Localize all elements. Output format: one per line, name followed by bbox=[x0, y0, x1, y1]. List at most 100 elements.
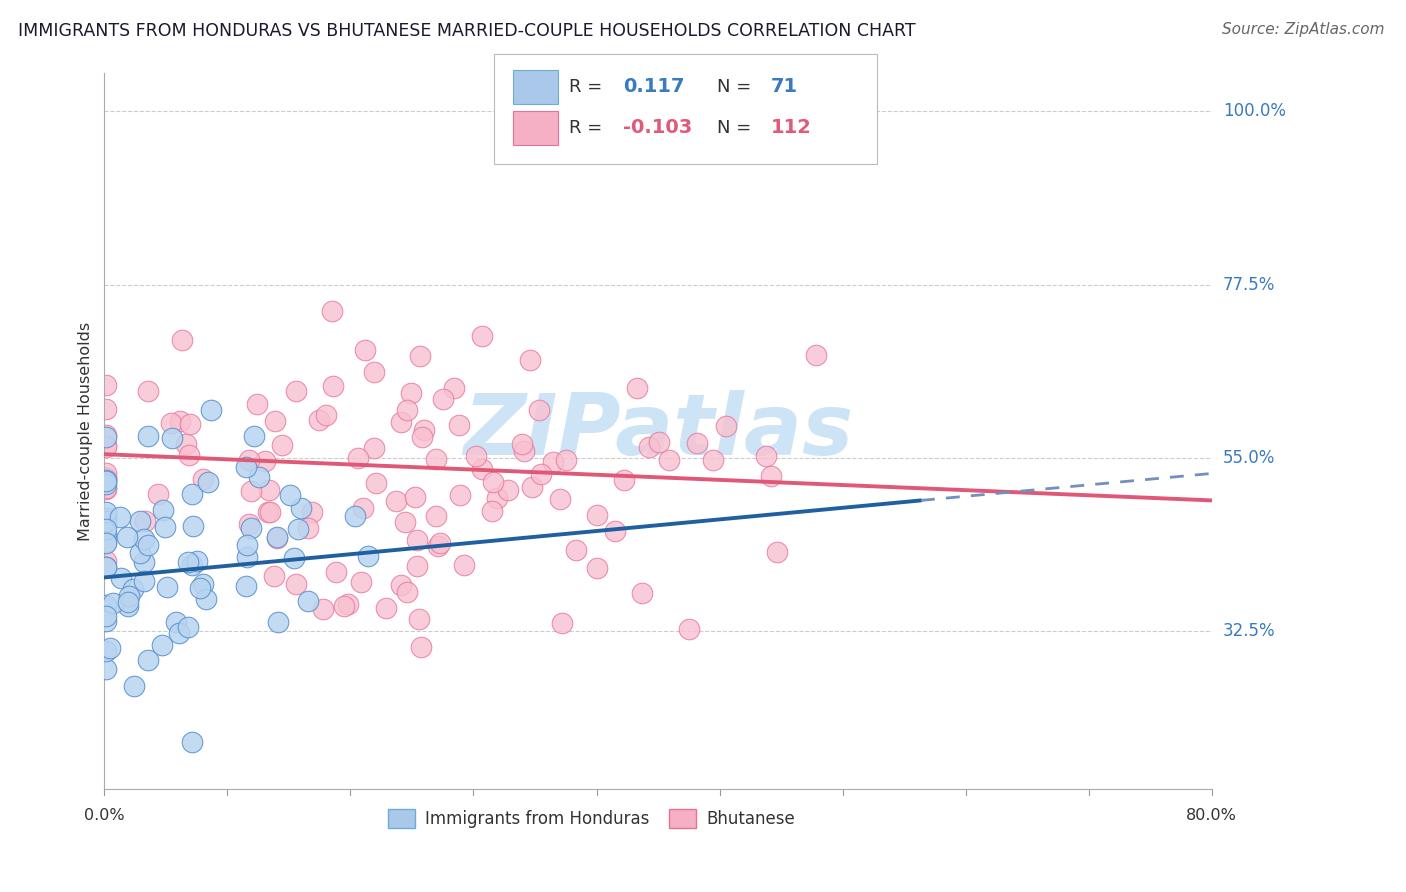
Point bbox=[200, 403, 222, 417]
Text: 55.0%: 55.0% bbox=[1223, 449, 1275, 467]
Point bbox=[240, 484, 263, 499]
Point bbox=[122, 680, 145, 694]
Point bbox=[94, 522, 117, 536]
Point bbox=[188, 581, 211, 595]
Point bbox=[389, 415, 412, 429]
Text: -0.103: -0.103 bbox=[623, 118, 692, 137]
Point bbox=[94, 441, 117, 455]
Point bbox=[136, 384, 159, 398]
Point bbox=[409, 349, 432, 363]
Point bbox=[290, 500, 312, 515]
Point bbox=[404, 490, 426, 504]
Point bbox=[266, 530, 288, 544]
Point bbox=[412, 423, 434, 437]
Point bbox=[94, 560, 117, 574]
Text: 0.0%: 0.0% bbox=[84, 808, 125, 823]
Point bbox=[94, 662, 117, 676]
Point bbox=[519, 352, 541, 367]
Point bbox=[350, 575, 373, 590]
Point bbox=[638, 440, 661, 454]
Point bbox=[94, 560, 117, 574]
Point bbox=[94, 535, 117, 549]
Point bbox=[238, 517, 260, 532]
Point bbox=[266, 532, 288, 546]
Point bbox=[181, 558, 204, 572]
Point bbox=[702, 453, 724, 467]
Text: 32.5%: 32.5% bbox=[1223, 623, 1275, 640]
Point bbox=[375, 600, 398, 615]
Point bbox=[408, 612, 430, 626]
Point bbox=[315, 408, 337, 422]
Point bbox=[485, 491, 508, 505]
Point bbox=[363, 365, 385, 379]
Point bbox=[181, 519, 204, 533]
Point bbox=[238, 452, 260, 467]
Point bbox=[146, 486, 169, 500]
Point bbox=[152, 502, 174, 516]
Point bbox=[181, 735, 204, 749]
Point bbox=[181, 486, 204, 500]
Point bbox=[363, 441, 385, 455]
Point bbox=[806, 348, 828, 362]
Point bbox=[321, 303, 343, 318]
Point bbox=[301, 505, 323, 519]
Point bbox=[648, 435, 671, 450]
Point bbox=[186, 553, 208, 567]
Point bbox=[132, 556, 155, 570]
Point bbox=[405, 533, 427, 548]
Text: IMMIGRANTS FROM HONDURAS VS BHUTANESE MARRIED-COUPLE HOUSEHOLDS CORRELATION CHAR: IMMIGRANTS FROM HONDURAS VS BHUTANESE MA… bbox=[18, 22, 915, 40]
Point bbox=[167, 625, 190, 640]
Point bbox=[343, 508, 366, 523]
Point bbox=[395, 402, 418, 417]
Point bbox=[409, 640, 432, 655]
Point bbox=[117, 595, 139, 609]
Point bbox=[321, 378, 343, 392]
Point bbox=[586, 508, 609, 522]
Point bbox=[336, 597, 359, 611]
Point bbox=[513, 443, 536, 458]
Point bbox=[686, 436, 709, 450]
Point bbox=[626, 381, 648, 395]
Point bbox=[193, 472, 215, 486]
Point bbox=[101, 596, 124, 610]
Point bbox=[471, 462, 494, 476]
Point bbox=[385, 494, 408, 508]
Point bbox=[156, 580, 179, 594]
Point bbox=[453, 558, 475, 572]
Point bbox=[464, 449, 486, 463]
Point bbox=[118, 589, 141, 603]
Text: 71: 71 bbox=[770, 77, 797, 96]
Text: 0.117: 0.117 bbox=[623, 77, 685, 96]
Point bbox=[550, 491, 572, 506]
Point bbox=[283, 550, 305, 565]
Point bbox=[132, 574, 155, 588]
Point bbox=[357, 549, 380, 563]
Point bbox=[132, 532, 155, 546]
Point bbox=[94, 471, 117, 485]
Point bbox=[246, 397, 269, 411]
Point bbox=[179, 417, 201, 432]
Point bbox=[174, 437, 197, 451]
Text: N =: N = bbox=[717, 119, 756, 136]
Point bbox=[117, 599, 139, 614]
Point bbox=[312, 602, 335, 616]
Point bbox=[236, 538, 259, 552]
Point bbox=[94, 481, 117, 495]
Point bbox=[194, 592, 217, 607]
Point bbox=[263, 569, 285, 583]
Point bbox=[94, 505, 117, 519]
Point bbox=[425, 452, 447, 467]
Legend: Immigrants from Honduras, Bhutanese: Immigrants from Honduras, Bhutanese bbox=[381, 802, 801, 835]
Point bbox=[541, 454, 564, 468]
Point bbox=[170, 333, 193, 347]
Point bbox=[240, 521, 263, 535]
Point bbox=[411, 430, 433, 444]
Point bbox=[94, 527, 117, 541]
Point bbox=[94, 608, 117, 623]
Point bbox=[122, 582, 145, 596]
Point bbox=[755, 450, 778, 464]
Point bbox=[94, 514, 117, 528]
Point bbox=[613, 473, 636, 487]
Text: Source: ZipAtlas.com: Source: ZipAtlas.com bbox=[1222, 22, 1385, 37]
Point bbox=[259, 505, 281, 519]
